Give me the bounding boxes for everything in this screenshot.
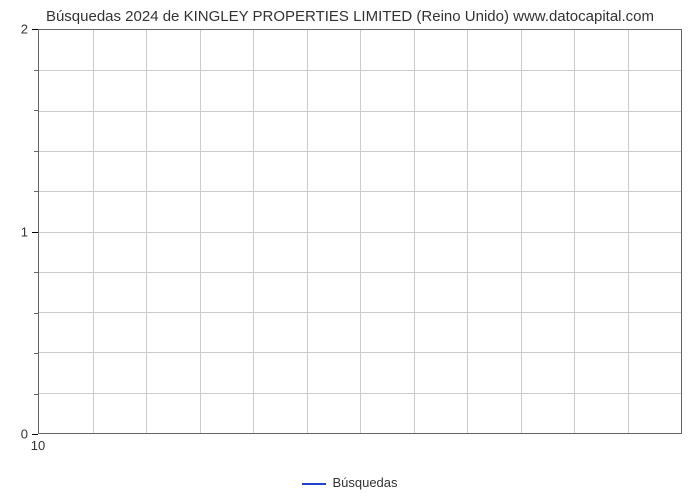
- y-tick-minor: [34, 313, 38, 314]
- gridline-vertical: [307, 30, 308, 433]
- gridline-vertical: [521, 30, 522, 433]
- legend: Búsquedas: [0, 475, 700, 490]
- gridline-vertical: [146, 30, 147, 433]
- chart-container: Búsquedas 2024 de KINGLEY PROPERTIES LIM…: [0, 8, 700, 434]
- y-tick-minor: [34, 394, 38, 395]
- legend-swatch-icon: [302, 483, 326, 485]
- legend-label: Búsquedas: [332, 475, 397, 490]
- gridline-vertical: [360, 30, 361, 433]
- gridline-vertical: [628, 30, 629, 433]
- gridline-vertical: [253, 30, 254, 433]
- gridline-vertical: [414, 30, 415, 433]
- y-axis-label: 2: [21, 22, 28, 37]
- y-axis-label: 1: [21, 224, 28, 239]
- gridline-vertical: [200, 30, 201, 433]
- plot-area: [38, 29, 682, 434]
- y-tick-minor: [34, 272, 38, 273]
- y-tick-major: [32, 232, 38, 233]
- y-tick-minor: [34, 151, 38, 152]
- y-axis-label: 0: [21, 427, 28, 442]
- y-tick-major: [32, 29, 38, 30]
- plot-zone: 01210: [38, 29, 682, 434]
- y-tick-minor: [34, 70, 38, 71]
- chart-title: Búsquedas 2024 de KINGLEY PROPERTIES LIM…: [0, 8, 700, 25]
- gridline-vertical: [574, 30, 575, 433]
- x-axis-label: 10: [31, 438, 45, 453]
- gridline-vertical: [93, 30, 94, 433]
- gridline-vertical: [467, 30, 468, 433]
- y-tick-minor: [34, 110, 38, 111]
- y-tick-major: [32, 434, 38, 435]
- y-tick-minor: [34, 353, 38, 354]
- y-tick-minor: [34, 191, 38, 192]
